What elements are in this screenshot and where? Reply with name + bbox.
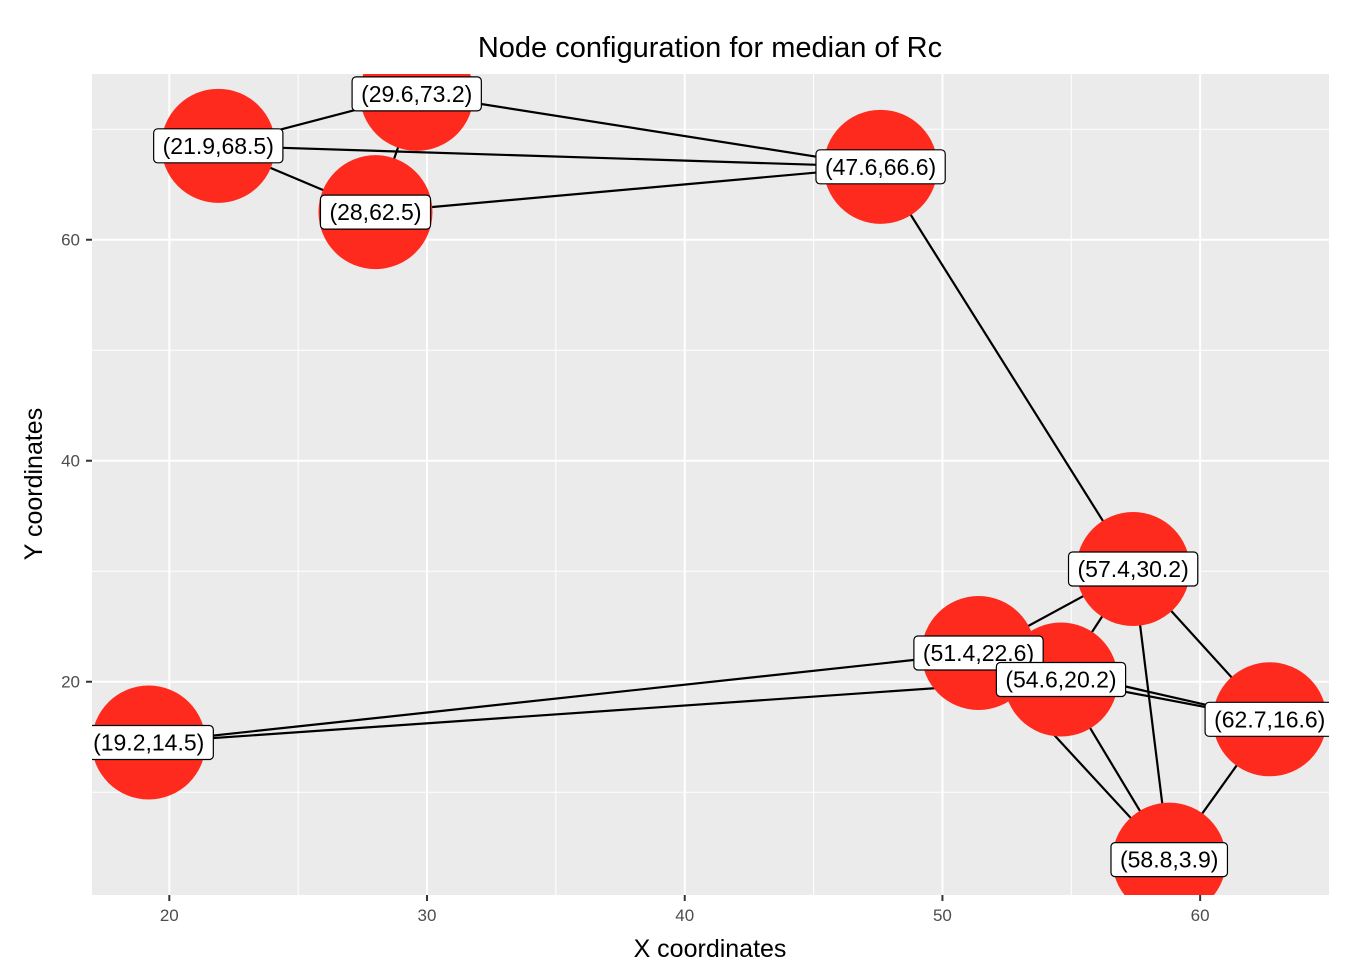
plot-panel — [92, 74, 1329, 895]
node-label-background — [913, 635, 1044, 671]
edge-line — [148, 678, 1062, 744]
node-label: (54.6,20.2) — [1005, 667, 1116, 693]
node-label-background — [1067, 551, 1199, 587]
node-label-box: (28,62.5) — [319, 194, 432, 230]
node-label-background — [815, 149, 946, 185]
x-tick-label: 60 — [1191, 906, 1210, 925]
node-label: (19.2,14.5) — [93, 730, 204, 756]
node-label: (21.9,68.5) — [163, 133, 274, 159]
edge-line — [218, 144, 881, 168]
node-label-box: (29.6,73.2) — [351, 76, 482, 112]
node-label-box: (54.6,20.2) — [995, 661, 1127, 698]
y-tick-label: 60 — [61, 231, 80, 250]
edge-line — [148, 651, 979, 744]
x-axis-ticks: 20 30 40 50 60 — [160, 895, 1210, 925]
node-label: (47.6,66.6) — [825, 154, 936, 180]
node-label-background — [92, 724, 214, 761]
node-label: (51.4,22.6) — [923, 640, 1034, 666]
node-label-background — [995, 661, 1127, 698]
node-label-background — [351, 76, 482, 112]
node-label: (29.6,73.2) — [361, 81, 472, 107]
x-axis-label: X coordinates — [634, 935, 787, 963]
x-tick-label: 20 — [160, 906, 179, 925]
node-label-background — [1204, 701, 1329, 737]
node-label: (28,62.5) — [329, 199, 421, 225]
node-label-background — [153, 128, 284, 164]
node-label-box: (19.2,14.5) — [92, 724, 214, 761]
y-axis-ticks: 20 40 60 — [61, 231, 92, 692]
node-label: (57.4,30.2) — [1078, 556, 1189, 582]
node-label-background — [1110, 842, 1229, 878]
edge-line — [416, 92, 881, 168]
node-label-background — [319, 194, 432, 230]
x-tick-label: 30 — [418, 906, 437, 925]
y-tick-label: 20 — [61, 673, 80, 692]
x-tick-label: 50 — [933, 906, 952, 925]
edge-line — [879, 166, 1135, 570]
node-label-box: (47.6,66.6) — [815, 149, 946, 185]
y-tick-label: 40 — [61, 452, 80, 471]
node-label-box: (21.9,68.5) — [153, 128, 284, 164]
y-axis-label: Y coordinates — [20, 408, 48, 560]
node-label-box: (62.7,16.6) — [1204, 701, 1329, 737]
node-label-box: (57.4,30.2) — [1067, 551, 1199, 587]
node-label: (62.7,16.6) — [1214, 706, 1325, 732]
minor-gridlines — [92, 74, 1329, 895]
node-label: (58.8,3.9) — [1120, 847, 1218, 873]
chart-title: Node configuration for median of Rc — [478, 32, 942, 64]
node-label-box: (51.4,22.6) — [913, 635, 1044, 671]
node-labels: (21.9,68.5) (29.6,73.2) (28,62.5) (47.6,66.… — [92, 76, 1329, 878]
node-label-box: (58.8,3.9) — [1110, 842, 1229, 878]
edge-line — [375, 165, 881, 214]
x-tick-label: 40 — [675, 906, 694, 925]
